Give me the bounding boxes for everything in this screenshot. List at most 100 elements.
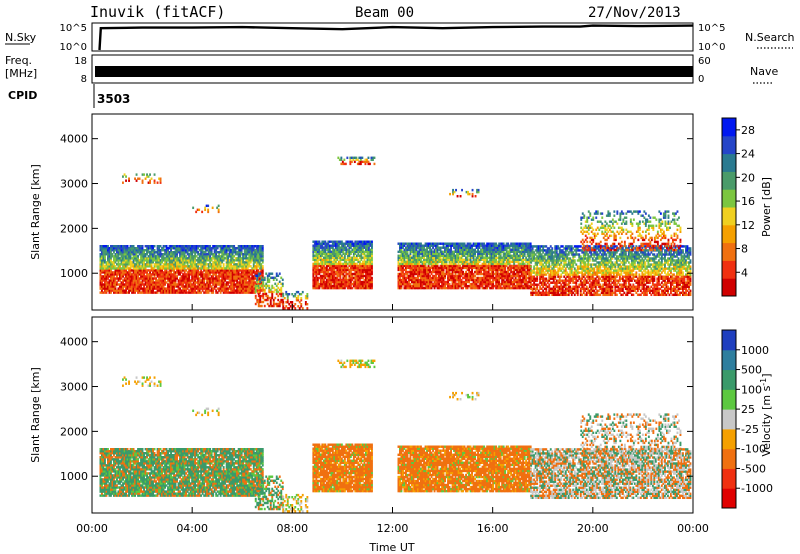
power-cell-844 <box>158 287 160 290</box>
power-cell-1040 <box>171 289 174 292</box>
power-cell-360 <box>123 257 126 260</box>
power-cell-535 <box>135 267 138 270</box>
power-cell-722 <box>149 281 151 284</box>
power-cell-7 <box>99 275 102 278</box>
power-cell-1140 <box>177 259 180 262</box>
power-cell-371 <box>125 283 127 286</box>
cpid-value: 3503 <box>97 92 130 106</box>
power-cell-184 <box>111 277 114 280</box>
power-cell-583 <box>138 261 141 264</box>
power-cell-317 <box>120 255 123 258</box>
power-cell-939 <box>164 271 166 274</box>
power-cell-202 <box>113 281 115 284</box>
power-cell-2411 <box>265 292 268 296</box>
power-cell-849 <box>158 277 160 280</box>
power-cell-15 <box>99 259 102 262</box>
power-cell-345 <box>122 245 124 248</box>
power-cell-517 <box>134 259 136 262</box>
power-cell-1110 <box>176 277 178 280</box>
power-cell-829 <box>156 271 159 274</box>
power-cell-673 <box>144 245 147 248</box>
power-cell-479 <box>132 289 135 292</box>
power-cell-171 <box>110 257 112 260</box>
power-cell-677 <box>146 285 148 288</box>
power-cell-166 <box>110 267 112 270</box>
power-cell-1161 <box>179 257 181 260</box>
power-cell-701 <box>147 281 150 284</box>
power-cell-649 <box>143 259 145 262</box>
power-cell-659 <box>144 281 147 284</box>
power-cell-1076 <box>173 261 175 264</box>
power-cell-452 <box>129 255 132 258</box>
power-cell-1120 <box>176 255 178 258</box>
power-cell-658 <box>144 283 147 286</box>
power-cell-628 <box>141 255 144 258</box>
power-cell-920 <box>162 267 165 270</box>
power-cell-538 <box>135 261 138 264</box>
power-cell-338 <box>122 259 124 262</box>
power-cell-904 <box>161 257 163 260</box>
power-cell-554 <box>137 275 139 278</box>
power-cell-397 <box>126 277 129 280</box>
power-cell-223 <box>114 283 117 286</box>
power-cell-558 <box>137 267 139 270</box>
power-cell-956 <box>165 275 168 278</box>
power-cell-496 <box>132 255 135 258</box>
power-cell-343 <box>122 249 124 252</box>
power-cell-748 <box>150 273 153 276</box>
power-cell-696 <box>147 291 150 294</box>
power-cell-383 <box>125 259 127 262</box>
power-cell-2 <box>99 285 102 288</box>
power-cell-1029 <box>170 263 172 266</box>
power-cell-798 <box>153 255 156 258</box>
power-cell-507 <box>134 281 136 284</box>
power-cell-1150 <box>179 281 181 284</box>
power-cell-70 <box>104 283 106 286</box>
power-cell-1034 <box>170 253 172 256</box>
power-cell-822 <box>156 287 159 290</box>
power-cell-676 <box>146 287 148 290</box>
power-cell-294 <box>119 259 121 262</box>
power-cell-201 <box>113 283 115 286</box>
power-cell-54 <box>102 267 105 270</box>
power-cell-240 <box>116 291 118 294</box>
power-cell-928 <box>162 247 165 250</box>
power-cell-655 <box>144 291 147 294</box>
power-cell-1164 <box>179 251 181 254</box>
power-cell-1028 <box>170 265 172 268</box>
power-cell-258 <box>116 245 118 248</box>
power-cell-1143 <box>177 249 180 252</box>
power-cell-220 <box>114 289 117 292</box>
power-cell-930 <box>164 291 166 294</box>
power-cell-1168 <box>180 291 183 294</box>
power-cell-433 <box>128 249 130 252</box>
power-cell-843 <box>158 289 160 292</box>
power-cell-500 <box>132 247 135 250</box>
power-cell-20 <box>99 247 102 250</box>
power-cell-309 <box>120 273 123 276</box>
power-cell-656 <box>144 289 147 292</box>
power-cell-1090 <box>174 277 177 280</box>
power-cell-2408 <box>263 276 266 280</box>
power-cell-533 <box>135 271 138 274</box>
power-cell-1136 <box>177 267 180 270</box>
power-cell-299 <box>119 247 121 250</box>
power-cell-499 <box>132 249 135 252</box>
power-cell-492 <box>132 263 135 266</box>
power-cell-954 <box>165 281 168 284</box>
power-cell-687 <box>146 263 148 266</box>
power-cell-874 <box>159 275 162 278</box>
power-cell-154 <box>110 291 112 294</box>
power-cell-2553 <box>300 297 303 300</box>
power-cell-534 <box>135 269 138 272</box>
power-cell-453 <box>129 253 132 256</box>
station-title: Inuvik (fitACF) <box>90 3 225 21</box>
power-cell-881 <box>159 261 162 264</box>
power-cell-1123 <box>176 249 178 252</box>
power-cell-188 <box>111 267 114 270</box>
power-cell-683 <box>146 273 148 276</box>
power-cell-802 <box>153 245 156 248</box>
power-cell-1113 <box>176 269 178 272</box>
power-cell-1165 <box>179 249 181 252</box>
power-cell-1100 <box>174 255 177 258</box>
